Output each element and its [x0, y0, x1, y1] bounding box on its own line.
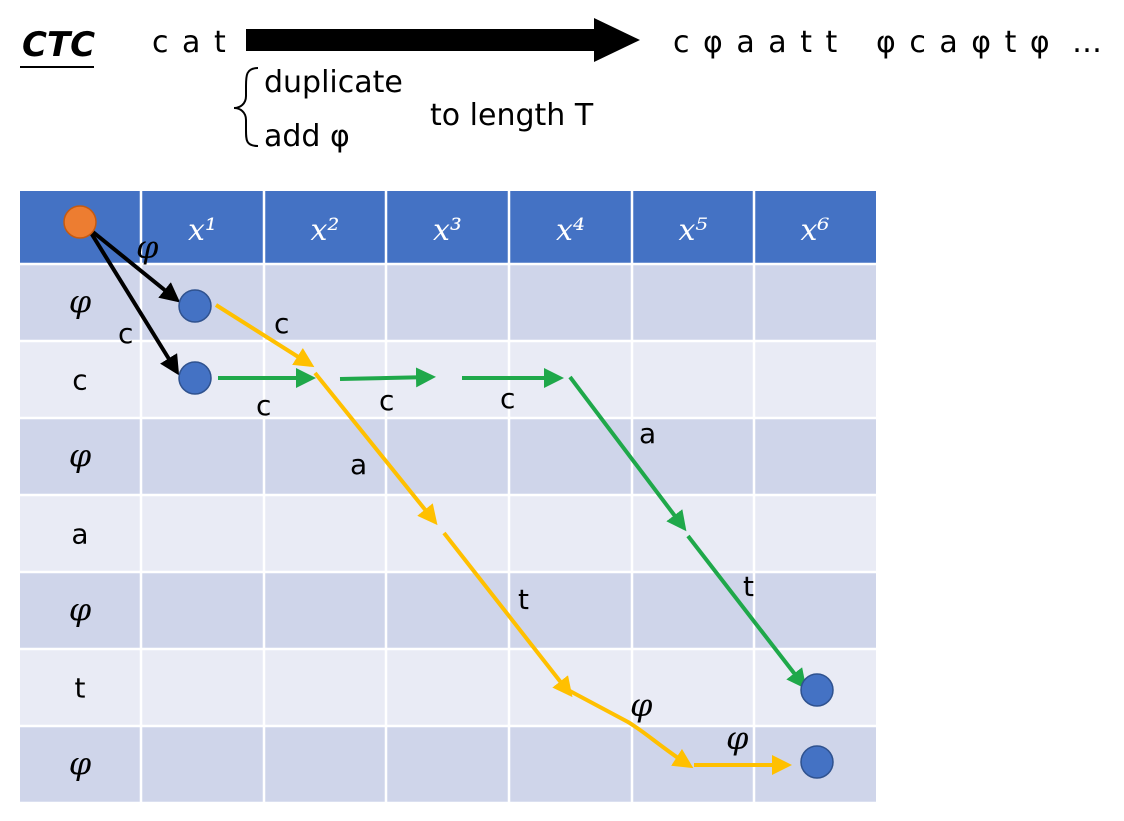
row-label-5: φ — [69, 591, 92, 629]
output-example-1: c φ a a t t — [673, 25, 839, 60]
label-yellow-t: t — [518, 583, 529, 616]
ctc-title: CTC — [22, 25, 95, 65]
grid-row-band — [20, 572, 876, 649]
header-row — [20, 191, 876, 264]
label-yellow-c: c — [274, 307, 289, 340]
black-start-edges — [86, 226, 181, 376]
green-edge-t — [686, 534, 807, 690]
grid-row-band — [20, 495, 876, 572]
label-green-c3: c — [500, 382, 515, 415]
row-label-1: φ — [69, 283, 92, 321]
node-x1-c — [178, 361, 212, 395]
yellow-edge-phi-1 — [567, 688, 694, 769]
yellow-path — [214, 303, 792, 775]
grid-row-band — [20, 341, 876, 418]
green-edge-c2 — [339, 367, 436, 388]
row-label-7: φ — [69, 745, 92, 783]
node-x6-t — [800, 673, 834, 707]
label-yellow-phi-2: φ — [726, 719, 749, 757]
row-label-3: φ — [69, 437, 92, 475]
row-label-6: t — [75, 672, 86, 705]
curly-brace — [233, 67, 259, 147]
column-header-1: x¹ — [188, 213, 217, 248]
grid-row-band — [20, 418, 876, 495]
yellow-edge-a — [313, 371, 438, 526]
label-green-c2: c — [379, 384, 394, 417]
output-ellipsis: … — [1072, 25, 1104, 60]
node-x1-phi — [178, 289, 212, 323]
column-header-5: x⁵ — [679, 213, 708, 248]
yellow-edge-c — [214, 303, 315, 368]
row-label-2: c — [72, 364, 87, 397]
node-x6-phi — [800, 745, 834, 779]
column-header-6: x⁶ — [801, 213, 830, 248]
green-path — [218, 367, 807, 690]
column-header-3: x³ — [433, 213, 462, 248]
start-to-phi-edge — [86, 226, 181, 303]
label-yellow-a: a — [350, 448, 367, 481]
label-green-t: t — [743, 570, 754, 603]
yellow-edge-t — [442, 531, 573, 698]
label-green-a: a — [639, 417, 656, 450]
row-label-4: a — [71, 518, 88, 551]
green-edge-a — [568, 375, 687, 532]
label-yellow-phi-1: φ — [630, 686, 653, 724]
brace-suffix: to length T — [430, 98, 594, 133]
column-header-4: x⁴ — [556, 213, 585, 248]
label-green-c1: c — [256, 389, 271, 422]
brace-line-duplicate: duplicate — [264, 65, 403, 100]
brace-line-add-phi: add φ — [264, 119, 350, 154]
output-example-2: φ c a φ t φ — [876, 25, 1052, 60]
input-word: c a t — [152, 25, 228, 60]
column-header-2: x² — [311, 213, 340, 248]
start-node — [63, 205, 97, 239]
label-start-phi: φ — [136, 228, 159, 266]
grid-row-band — [20, 649, 876, 726]
label-start-c: c — [118, 317, 133, 350]
big-right-arrow — [246, 18, 640, 62]
start-to-c-edge — [86, 226, 180, 376]
